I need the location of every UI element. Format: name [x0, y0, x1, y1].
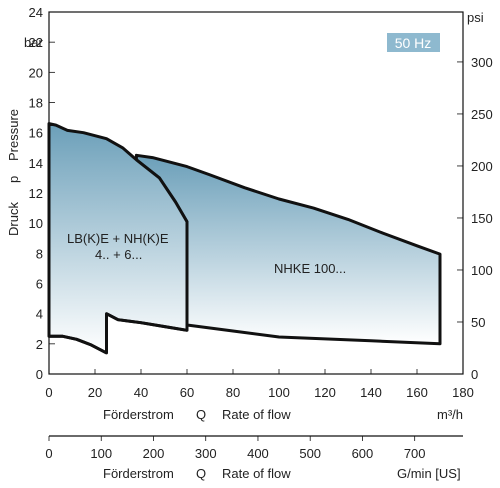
left-tick-label: 14 — [29, 156, 43, 171]
right-tick-label: 300 — [471, 55, 493, 70]
frequency-badge — [387, 33, 440, 52]
x-axis-label-en: Rate of flow — [222, 407, 291, 422]
frequency-badge-text: 50 Hz — [395, 35, 432, 51]
x-tick-label: 180 — [452, 385, 474, 400]
x2-axis-ticks: 0 100 200 300 400 500 600 700 — [45, 446, 425, 461]
x2-tick-label: 100 — [90, 446, 112, 461]
left-tick-label: 16 — [29, 126, 43, 141]
left-axis-title: Druck p Pressure — [6, 109, 21, 236]
series-label-nhke: NHKE 100... — [274, 261, 346, 276]
left-tick-label: 2 — [36, 337, 43, 352]
series-label-lbke-line2: 4.. + 6... — [95, 247, 142, 262]
right-axis-ticks: 0 50 100 150 200 250 300 — [471, 55, 493, 382]
x-tick-label: 40 — [134, 385, 148, 400]
x2-axis-symbol: Q — [196, 466, 206, 481]
left-tick-label: 22 — [29, 35, 43, 50]
x-tick-label: 140 — [360, 385, 382, 400]
x-tick-label: 20 — [88, 385, 102, 400]
x2-tick-label: 600 — [352, 446, 374, 461]
x-tick-label: 120 — [314, 385, 336, 400]
left-tick-label: 8 — [36, 246, 43, 261]
x-tick-label: 160 — [406, 385, 428, 400]
left-axis-symbol: p — [6, 176, 21, 183]
x2-axis-label-de: Förderstrom — [103, 466, 174, 481]
series-label-lbke-line1: LB(K)E + NH(K)E — [67, 231, 169, 246]
left-unit-label: bar — [24, 35, 43, 50]
x2-tick-label: 0 — [45, 446, 52, 461]
right-tick-label: 0 — [471, 367, 478, 382]
x-axis-unit: m³/h — [437, 407, 463, 422]
left-tick-label: 10 — [29, 216, 43, 231]
x2-tick-label: 400 — [247, 446, 269, 461]
x2-tick-label: 300 — [195, 446, 217, 461]
x2-axis-label-en: Rate of flow — [222, 466, 291, 481]
x-tick-label: 60 — [180, 385, 194, 400]
right-tick-label: 200 — [471, 159, 493, 174]
left-axis-title-de: Druck — [6, 202, 21, 236]
x-tick-label: 100 — [268, 385, 290, 400]
x2-axis-unit: G/min [US] — [397, 466, 461, 481]
envelope-lbke-lower-boundary-1 — [49, 334, 108, 355]
x-axis-ticks: 0 20 40 60 80 100 120 140 160 180 — [45, 385, 473, 400]
left-axis-title-en: Pressure — [6, 109, 21, 161]
x-tick-label: 0 — [45, 385, 52, 400]
x-tick-label: 80 — [226, 385, 240, 400]
x-axis-label-de: Förderstrom — [103, 407, 174, 422]
left-tick-label: 0 — [36, 367, 43, 382]
right-tick-label: 50 — [471, 315, 485, 330]
x2-tick-label: 700 — [404, 446, 426, 461]
left-tick-label: 20 — [29, 65, 43, 80]
right-tick-label: 100 — [471, 263, 493, 278]
right-unit-label: psi — [467, 10, 484, 25]
envelope-lbke-lower-boundary-2 — [105, 312, 188, 332]
left-tick-label: 24 — [29, 5, 43, 20]
left-tick-label: 6 — [36, 277, 43, 292]
left-tick-label: 12 — [29, 186, 43, 201]
left-tick-label: 18 — [29, 96, 43, 111]
right-tick-label: 150 — [471, 211, 493, 226]
x2-tick-label: 500 — [299, 446, 321, 461]
x2-tick-label: 200 — [143, 446, 165, 461]
x-axis-symbol: Q — [196, 407, 206, 422]
left-tick-label: 4 — [36, 307, 43, 322]
right-tick-label: 250 — [471, 107, 493, 122]
